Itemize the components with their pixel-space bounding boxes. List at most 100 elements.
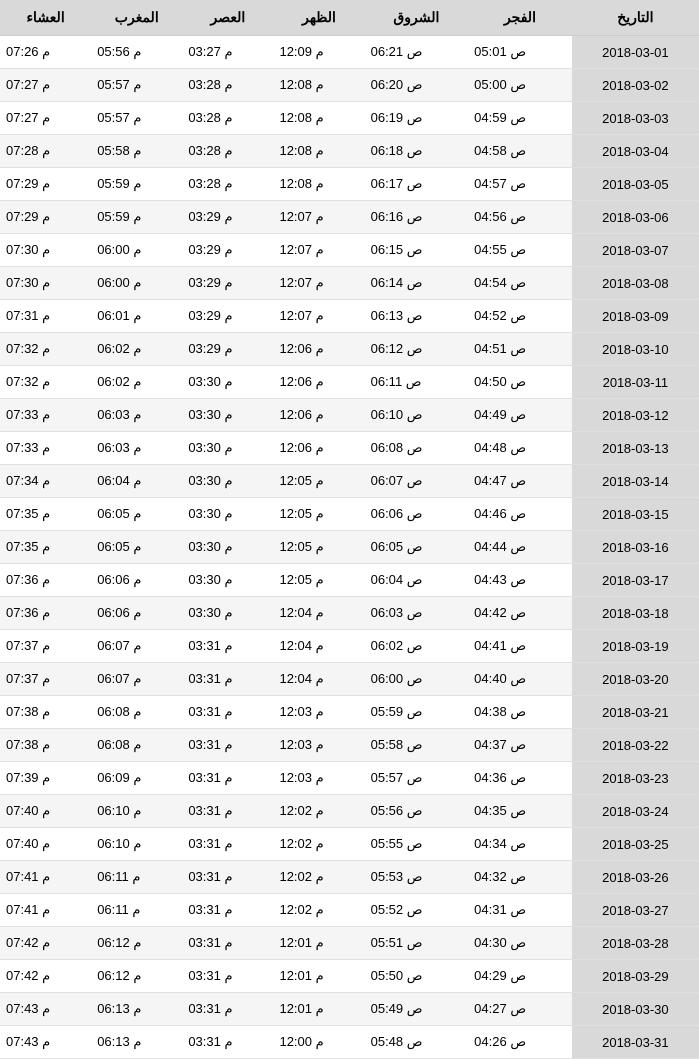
cell-dhuhr: 12:04 م — [273, 597, 364, 630]
cell-maghrib: 06:05 م — [91, 498, 182, 531]
cell-isha: 07:37 م — [0, 630, 91, 663]
cell-dhuhr: 12:07 م — [273, 201, 364, 234]
cell-fajr: 04:36 ص — [468, 762, 572, 795]
cell-asr: 03:31 م — [182, 894, 273, 927]
cell-dhuhr: 12:01 م — [273, 993, 364, 1026]
table-row: 2018-03-2504:34 ص05:55 ص12:02 م03:31 م06… — [0, 828, 699, 861]
table-row: 2018-03-1404:47 ص06:07 ص12:05 م03:30 م06… — [0, 465, 699, 498]
col-sunrise: الشروق — [365, 0, 469, 36]
cell-asr: 03:29 م — [182, 333, 273, 366]
cell-fajr: 04:51 ص — [468, 333, 572, 366]
cell-maghrib: 06:00 م — [91, 234, 182, 267]
cell-date: 2018-03-17 — [572, 564, 699, 597]
cell-asr: 03:30 م — [182, 432, 273, 465]
cell-dhuhr: 12:06 م — [273, 366, 364, 399]
cell-sunrise: 05:48 ص — [365, 1026, 469, 1059]
cell-date: 2018-03-27 — [572, 894, 699, 927]
cell-fajr: 04:34 ص — [468, 828, 572, 861]
cell-asr: 03:30 م — [182, 597, 273, 630]
cell-isha: 07:43 م — [0, 993, 91, 1026]
table-row: 2018-03-1704:43 ص06:04 ص12:05 م03:30 م06… — [0, 564, 699, 597]
table-row: 2018-03-0504:57 ص06:17 ص12:08 م03:28 م05… — [0, 168, 699, 201]
cell-dhuhr: 12:06 م — [273, 432, 364, 465]
cell-dhuhr: 12:02 م — [273, 795, 364, 828]
cell-maghrib: 06:07 م — [91, 663, 182, 696]
cell-isha: 07:37 م — [0, 663, 91, 696]
cell-date: 2018-03-11 — [572, 366, 699, 399]
cell-isha: 07:38 م — [0, 729, 91, 762]
cell-fajr: 04:57 ص — [468, 168, 572, 201]
table-row: 2018-03-0804:54 ص06:14 ص12:07 م03:29 م06… — [0, 267, 699, 300]
cell-sunrise: 06:17 ص — [365, 168, 469, 201]
cell-asr: 03:27 م — [182, 36, 273, 69]
cell-isha: 07:42 م — [0, 960, 91, 993]
cell-maghrib: 06:07 م — [91, 630, 182, 663]
cell-maghrib: 06:11 م — [91, 861, 182, 894]
cell-isha: 07:41 م — [0, 861, 91, 894]
table-row: 2018-03-2904:29 ص05:50 ص12:01 م03:31 م06… — [0, 960, 699, 993]
cell-sunrise: 05:52 ص — [365, 894, 469, 927]
cell-date: 2018-03-05 — [572, 168, 699, 201]
cell-sunrise: 06:10 ص — [365, 399, 469, 432]
cell-maghrib: 05:59 م — [91, 168, 182, 201]
cell-asr: 03:30 م — [182, 399, 273, 432]
cell-dhuhr: 12:08 م — [273, 135, 364, 168]
cell-dhuhr: 12:03 م — [273, 729, 364, 762]
cell-maghrib: 06:11 م — [91, 894, 182, 927]
cell-sunrise: 06:15 ص — [365, 234, 469, 267]
cell-sunrise: 05:57 ص — [365, 762, 469, 795]
table-row: 2018-03-0904:52 ص06:13 ص12:07 م03:29 م06… — [0, 300, 699, 333]
table-row: 2018-03-2004:40 ص06:00 ص12:04 م03:31 م06… — [0, 663, 699, 696]
cell-dhuhr: 12:07 م — [273, 234, 364, 267]
cell-maghrib: 06:05 م — [91, 531, 182, 564]
cell-date: 2018-03-01 — [572, 36, 699, 69]
cell-asr: 03:28 م — [182, 102, 273, 135]
cell-maghrib: 05:57 م — [91, 102, 182, 135]
cell-asr: 03:29 م — [182, 267, 273, 300]
cell-asr: 03:30 م — [182, 465, 273, 498]
cell-date: 2018-03-15 — [572, 498, 699, 531]
table-row: 2018-03-1804:42 ص06:03 ص12:04 م03:30 م06… — [0, 597, 699, 630]
cell-asr: 03:31 م — [182, 696, 273, 729]
cell-date: 2018-03-03 — [572, 102, 699, 135]
cell-isha: 07:43 م — [0, 1026, 91, 1059]
cell-isha: 07:39 م — [0, 762, 91, 795]
cell-isha: 07:35 م — [0, 531, 91, 564]
cell-dhuhr: 12:01 م — [273, 960, 364, 993]
cell-maghrib: 06:02 م — [91, 333, 182, 366]
cell-asr: 03:30 م — [182, 564, 273, 597]
cell-maghrib: 06:10 م — [91, 795, 182, 828]
cell-asr: 03:31 م — [182, 960, 273, 993]
cell-dhuhr: 12:07 م — [273, 267, 364, 300]
cell-maghrib: 06:10 م — [91, 828, 182, 861]
cell-dhuhr: 12:06 م — [273, 333, 364, 366]
cell-maghrib: 05:56 م — [91, 36, 182, 69]
cell-isha: 07:38 م — [0, 696, 91, 729]
cell-isha: 07:30 م — [0, 234, 91, 267]
cell-dhuhr: 12:04 م — [273, 663, 364, 696]
cell-date: 2018-03-21 — [572, 696, 699, 729]
cell-date: 2018-03-25 — [572, 828, 699, 861]
cell-dhuhr: 12:08 م — [273, 102, 364, 135]
table-row: 2018-03-0105:01 ص06:21 ص12:09 م03:27 م05… — [0, 36, 699, 69]
cell-sunrise: 05:50 ص — [365, 960, 469, 993]
cell-sunrise: 05:51 ص — [365, 927, 469, 960]
cell-fajr: 04:38 ص — [468, 696, 572, 729]
cell-fajr: 04:42 ص — [468, 597, 572, 630]
cell-fajr: 04:32 ص — [468, 861, 572, 894]
cell-asr: 03:31 م — [182, 663, 273, 696]
cell-sunrise: 05:49 ص — [365, 993, 469, 1026]
cell-fajr: 04:47 ص — [468, 465, 572, 498]
col-fajr: الفجر — [468, 0, 572, 36]
cell-asr: 03:31 م — [182, 729, 273, 762]
cell-sunrise: 06:02 ص — [365, 630, 469, 663]
cell-maghrib: 06:03 م — [91, 432, 182, 465]
col-dhuhr: الظهر — [273, 0, 364, 36]
table-row: 2018-03-1904:41 ص06:02 ص12:04 م03:31 م06… — [0, 630, 699, 663]
cell-dhuhr: 12:04 م — [273, 630, 364, 663]
cell-asr: 03:31 م — [182, 795, 273, 828]
cell-isha: 07:29 م — [0, 201, 91, 234]
cell-asr: 03:28 م — [182, 168, 273, 201]
cell-asr: 03:28 م — [182, 69, 273, 102]
col-date: التاريخ — [572, 0, 699, 36]
